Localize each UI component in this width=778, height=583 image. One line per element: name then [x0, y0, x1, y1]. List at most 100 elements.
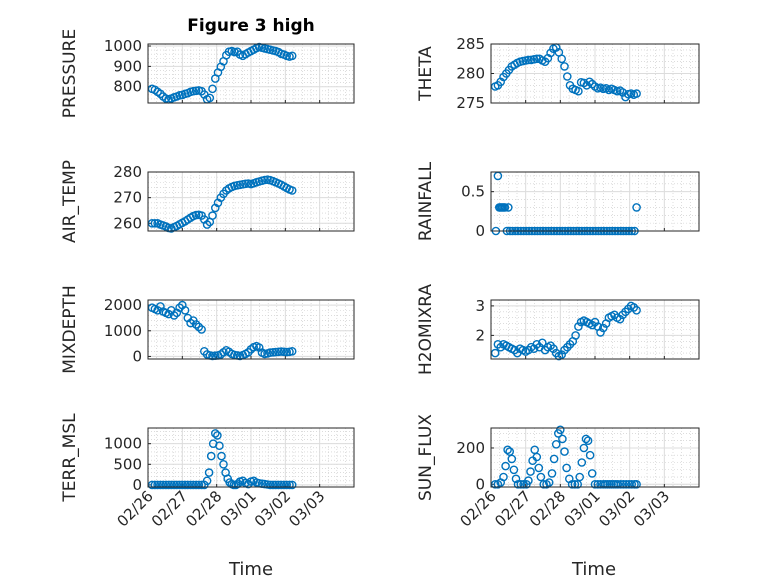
data-point — [180, 480, 190, 490]
data-point — [213, 431, 222, 440]
subplot-terr_msl: 05001000TERR_MSL02/2602/2702/2803/0103/0… — [60, 413, 355, 530]
data-point — [241, 179, 250, 189]
data-point — [150, 480, 160, 490]
y-tick-label: 285 — [456, 35, 485, 53]
data-point — [197, 325, 206, 334]
data-point — [169, 311, 179, 320]
data-point — [503, 203, 513, 212]
y-axis-label: MIXDEPTH — [60, 285, 80, 374]
data-point — [183, 480, 193, 490]
y-tick-label: 1000 — [104, 435, 142, 453]
data-point — [202, 476, 212, 486]
data-point — [161, 480, 171, 490]
data-point — [166, 480, 176, 490]
x-tick-label: 03/02 — [595, 487, 638, 530]
data-point — [585, 77, 594, 87]
y-tick-label: 0 — [475, 475, 485, 493]
data-point — [549, 344, 558, 354]
data-point — [274, 347, 283, 357]
y-axis-label: PRESSURE — [60, 29, 80, 118]
data-point — [501, 461, 510, 471]
y-tick-label: 2000 — [104, 296, 142, 314]
data-point — [180, 305, 190, 315]
data-point — [579, 443, 589, 453]
data-point — [583, 436, 593, 446]
x-axis-label-right: Time — [571, 559, 616, 580]
y-tick-label: 1000 — [104, 322, 142, 340]
y-tick-label: 280 — [113, 163, 142, 181]
data-point — [287, 51, 297, 61]
data-point — [503, 445, 512, 455]
y-axis-label: THETA — [416, 46, 436, 102]
data-point — [590, 317, 600, 327]
series-mixdepth — [147, 300, 297, 361]
data-point — [538, 338, 547, 348]
data-point — [562, 463, 571, 473]
y-tick-label: 900 — [113, 57, 142, 75]
data-point — [599, 323, 608, 333]
data-point — [547, 469, 557, 478]
data-point — [507, 454, 517, 464]
data-point — [574, 86, 583, 96]
data-point — [596, 328, 605, 337]
y-tick-label: 0 — [132, 347, 142, 365]
data-point — [490, 479, 500, 489]
axes-frame — [147, 43, 355, 104]
series-sun_flux — [490, 425, 641, 489]
axes-frame — [147, 427, 355, 488]
y-tick-label: 270 — [113, 189, 142, 207]
data-point — [557, 350, 567, 359]
series-pressure — [147, 42, 297, 104]
data-point — [632, 203, 641, 212]
y-axis-label: AIR_TEMP — [60, 160, 80, 243]
data-point — [516, 479, 526, 489]
data-point — [156, 89, 165, 99]
data-point — [524, 55, 533, 65]
x-tick-label: 02/28 — [182, 487, 225, 530]
data-point — [632, 305, 641, 315]
x-tick-label: 03/01 — [217, 487, 260, 530]
x-tick-label: 02/26 — [457, 487, 500, 530]
y-tick-label: 0 — [475, 222, 485, 240]
series-air_temp — [147, 175, 297, 233]
data-point — [186, 318, 195, 328]
data-point — [282, 347, 292, 357]
y-tick-label: 260 — [113, 214, 142, 232]
data-point — [513, 479, 523, 489]
data-point — [169, 480, 179, 490]
data-point — [627, 479, 637, 489]
data-point — [529, 344, 539, 354]
data-point — [590, 479, 600, 489]
subplot-sun_flux: 0 200 SUN_FLUX 02/2602/2702/2803/0103/0203/… — [416, 414, 700, 530]
data-point — [217, 451, 226, 461]
data-point — [536, 472, 546, 482]
subplot-mixdepth: 0 1000 2000 MIXDEPTH — [60, 285, 355, 374]
data-point — [197, 480, 206, 490]
data-point — [175, 480, 184, 490]
data-point — [560, 62, 569, 71]
data-point — [215, 441, 224, 451]
data-point — [544, 478, 554, 487]
data-point — [287, 346, 297, 356]
data-point — [188, 480, 198, 490]
data-point — [208, 211, 217, 220]
data-point — [268, 480, 278, 490]
y-tick-label: 2 — [475, 326, 485, 344]
data-point — [153, 480, 162, 490]
data-point — [268, 347, 278, 357]
data-point — [191, 480, 201, 490]
data-point — [279, 480, 289, 490]
subplot-rainfall: 0 0.5 RAINFALL — [416, 161, 700, 241]
y-tick-label: 500 — [113, 455, 142, 473]
data-point — [551, 439, 561, 449]
subplot-pressure: 800 900 1000 PRESSURE — [60, 29, 355, 118]
y-tick-label: 3 — [475, 297, 485, 315]
data-point — [276, 480, 286, 490]
figure-title: Figure 3 high — [187, 16, 315, 36]
data-point — [265, 480, 275, 490]
series-h2omixra — [490, 301, 641, 361]
data-point — [150, 218, 160, 228]
data-point — [158, 480, 168, 490]
